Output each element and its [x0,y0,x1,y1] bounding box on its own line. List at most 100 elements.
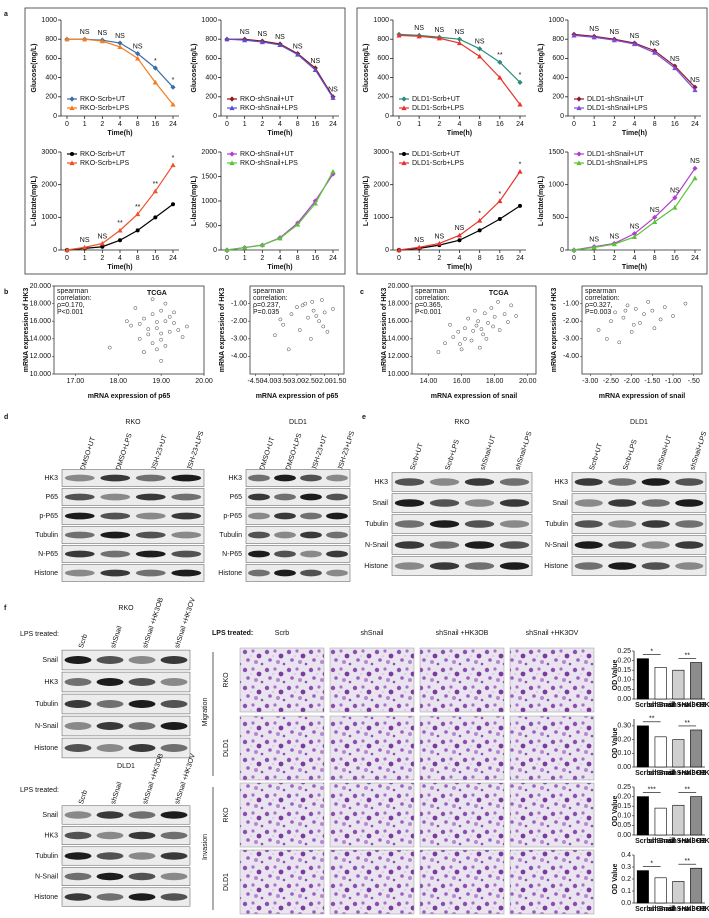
x-tick-label: 2 [260,121,264,128]
row-label: Tubulin [35,701,58,708]
data-point [497,198,503,204]
y-tick-label: -3.00 [563,336,579,343]
significance-label: *** [648,786,656,793]
blot-band [574,541,603,549]
blot-strip [61,887,191,907]
blot-strip [245,526,351,544]
scatter-point [295,305,299,309]
blot-band [64,744,92,752]
correlation-note: correlation: [415,295,450,302]
scatter-point [617,340,622,345]
y-axis-label: Glucose(mg/L) [363,43,370,92]
significance-label: NS [455,225,465,232]
data-point [477,228,482,233]
significance-label: NS [609,233,619,240]
data-point [117,40,123,46]
scatter-point [486,321,490,325]
legend-label: RKO-shSnail+UT [240,96,295,103]
x-tick-label: -3.00 [582,378,598,385]
significance-label: NS [240,29,250,36]
blot-band [429,499,460,507]
correlation-note: P<0.001 [415,309,441,316]
y-tick-label: 0.25 [617,784,631,791]
y-tick-label: 800 [205,36,217,43]
legend-label: RKO-Scrb+UT [80,96,126,103]
scatter-point [459,347,464,352]
significance-label: NS [609,29,619,36]
treatment-label: LPS treated: [212,630,253,637]
legend-marker [70,152,74,156]
source-label: TCGA [489,290,509,297]
scatter-point [107,345,112,350]
row-label: N-P65 [222,551,242,558]
micrograph [419,782,505,848]
significance-label: * [154,58,157,65]
blot-band [64,700,92,708]
lane-label: shSnail +HK3OV [174,597,197,650]
blot-band [641,562,670,570]
data-point [518,203,522,208]
x-axis-label: Time(h) [107,130,132,137]
y-tick-label: 0 [385,113,389,120]
significance-label: * [650,860,653,867]
significance-label: NS [293,43,303,50]
blot-strip [245,507,351,525]
y-axis-label: OD Value [612,796,619,827]
x-tick-label: 1 [592,121,596,128]
scatter-point [273,333,277,338]
data-point [672,195,678,201]
row-label: Tubulin [219,532,242,539]
blot-band [248,512,270,520]
column-label: Scrb [275,630,290,637]
blot-band [128,831,156,840]
blot-title: DLD1 [117,763,135,770]
blot-band [64,831,92,840]
x-tick-label: 24 [516,255,524,262]
data-point [652,214,658,220]
blot-title: RKO [125,419,141,426]
legend-label: DLD1-Scrb+LPS [412,105,464,112]
blot-strip [61,507,205,525]
lanes-label: LPS treated: [20,631,59,638]
scatter-point [320,298,324,302]
blot-band [160,893,188,901]
bar [636,796,649,836]
blot-band [128,678,156,686]
data-point [416,244,422,250]
x-tick-label: -1.50 [644,378,660,385]
x-tick-label: 2 [612,121,616,128]
scatter-point [155,347,159,352]
y-tick-label: 1000 [41,214,57,221]
blot-band [608,520,637,528]
x-tick-label: shSnail +HK3OV [669,770,709,777]
data-point [652,50,658,55]
data-point [631,234,638,240]
y-tick-label: 0 [53,247,57,254]
blot-band [300,512,322,520]
blot-band [128,893,156,901]
scatter-point [472,308,477,313]
y-tick-label: 0.20 [617,736,631,743]
micrograph [239,849,325,915]
blot-band [171,569,202,577]
micrograph [419,849,505,915]
micrograph [239,647,325,713]
blot-strip [61,649,191,671]
scatter-point [463,326,467,331]
significance-label: NS [670,188,680,195]
blot-strip [61,545,205,563]
data-point [118,238,122,243]
lane-label: Scrb [78,789,89,805]
y-tick-label: 0 [560,247,564,254]
blot-band [248,550,270,558]
y-tick-label: 14.000 [30,336,52,343]
scatter-point [436,350,441,354]
blot-band [64,872,92,881]
x-axis-label: Time(h) [622,130,647,137]
x-tick-label: 4 [278,121,282,128]
scatter-point [658,317,663,322]
y-tick-label: 16.000 [388,318,410,325]
row-label: HK3 [44,679,58,686]
blot-strip [61,564,205,582]
blot-band [96,811,124,819]
